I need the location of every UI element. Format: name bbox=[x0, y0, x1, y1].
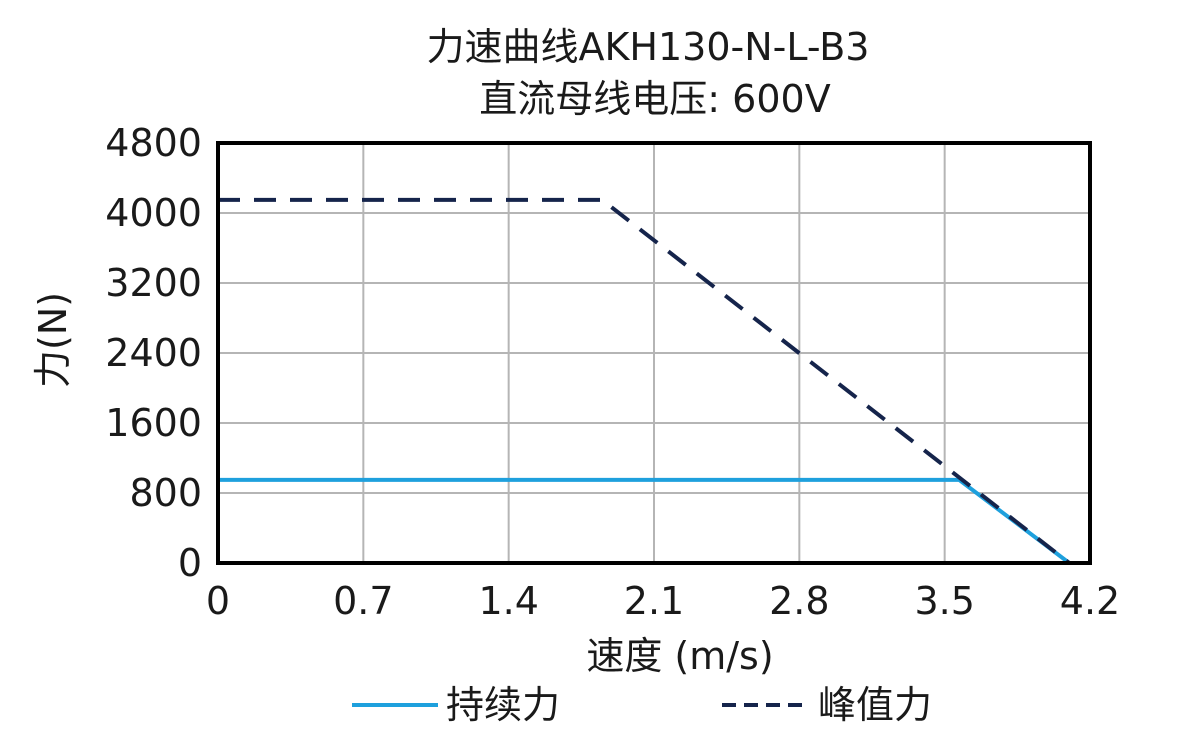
x-tick-label: 0 bbox=[206, 579, 230, 623]
legend-peak-force-label: 峰值力 bbox=[818, 683, 932, 727]
y-tick-label: 4000 bbox=[105, 191, 202, 235]
plot-frame bbox=[216, 141, 1092, 565]
y-tick-label: 800 bbox=[129, 471, 202, 515]
x-tick-label: 1.4 bbox=[478, 579, 538, 623]
x-tick-label: 4.2 bbox=[1060, 579, 1120, 623]
x-tick-label: 2.1 bbox=[624, 579, 684, 623]
y-tick-label: 2400 bbox=[105, 331, 202, 375]
chart-title: 力速曲线AKH130-N-L-B3 bbox=[427, 25, 870, 69]
tick-label-layer: 0 0.7 1.4 2.1 2.8 3.5 4.2 0 800 1600 2400 3200 4000 4… bbox=[105, 121, 1120, 623]
y-tick-label: 1600 bbox=[105, 401, 202, 445]
y-axis-label: 力(N) bbox=[31, 292, 75, 388]
chart-subtitle: 直流母线电压: 600V bbox=[479, 77, 830, 121]
legend: 持续力 峰值力 bbox=[352, 683, 932, 727]
x-tick-label: 0.7 bbox=[333, 579, 393, 623]
y-tick-label: 0 bbox=[178, 541, 202, 585]
grid-layer bbox=[218, 143, 1090, 563]
y-tick-label: 4800 bbox=[105, 121, 202, 165]
x-tick-label: 3.5 bbox=[914, 579, 974, 623]
series-layer bbox=[218, 197, 1071, 565]
x-axis-label: 速度 (m/s) bbox=[586, 634, 773, 678]
peak-force-line bbox=[218, 197, 1071, 565]
legend-continuous-force-label: 持续力 bbox=[446, 683, 560, 727]
y-tick-label: 3200 bbox=[105, 261, 202, 305]
x-tick-label: 2.8 bbox=[769, 579, 829, 623]
